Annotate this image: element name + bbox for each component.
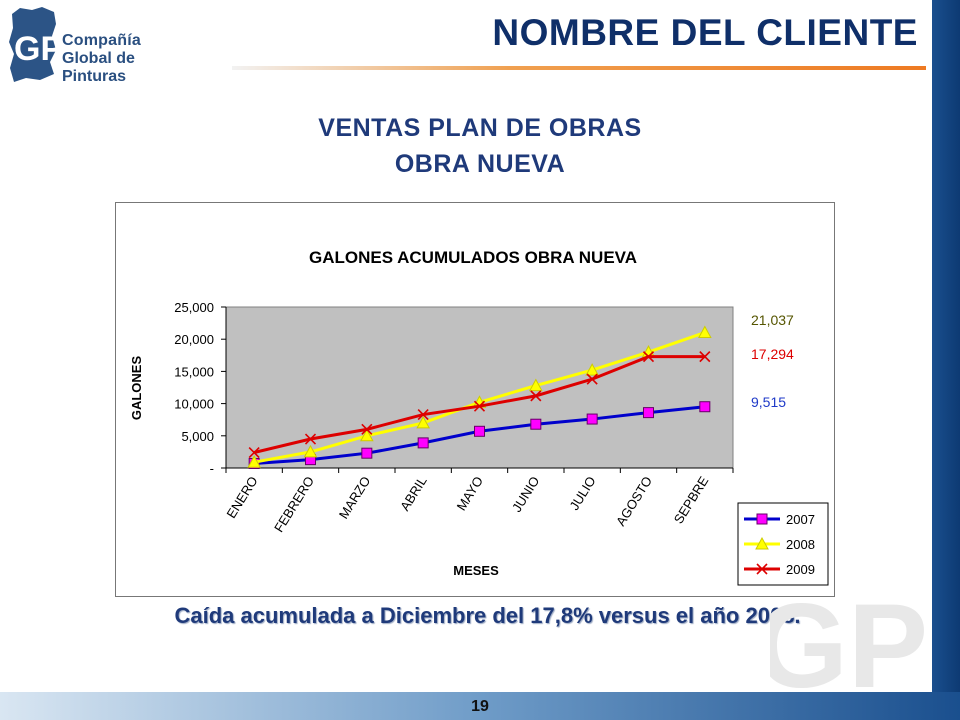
y-tick-label: 10,000 xyxy=(174,397,214,412)
y-axis: - 5,000 10,000 15,000 20,000 25,000 xyxy=(174,300,227,476)
point-2009 xyxy=(361,423,373,435)
point-2007 xyxy=(361,447,373,459)
x-marker-stroke xyxy=(361,423,373,435)
x-tick-label: SEPBRE xyxy=(671,473,712,526)
point-2009 xyxy=(473,400,486,412)
point-2008 xyxy=(247,455,262,468)
x-tick-label: ENERO xyxy=(223,474,260,521)
point-2008 xyxy=(585,363,600,376)
x-tick-label: ABRIL xyxy=(397,474,430,514)
x-marker-stroke xyxy=(756,563,768,575)
watermark-text: GP xyxy=(770,579,928,695)
point-2008 xyxy=(697,325,712,339)
logo-line1: Compañía xyxy=(62,32,141,49)
series-layer xyxy=(247,325,712,469)
logo-mark-text: GP xyxy=(14,30,63,68)
legend-marker-2007 xyxy=(756,513,768,525)
x-tick-label: AGOSTO xyxy=(613,474,655,529)
y-tick-label: 15,000 xyxy=(174,364,214,379)
y-tick-label: 5,000 xyxy=(181,429,214,444)
point-2009 xyxy=(530,390,542,402)
page-number: 19 xyxy=(471,698,489,715)
y-tick-label: - xyxy=(210,461,214,476)
point-2008 xyxy=(303,444,318,458)
plot-area xyxy=(225,306,734,469)
right-decor-band xyxy=(932,0,960,692)
x-tick-label: JUNIO xyxy=(509,474,542,515)
annotation-layer: 21,037 17,294 9,515 xyxy=(751,312,794,410)
x-marker-stroke xyxy=(248,446,260,459)
chart-title: GALONES ACUMULADOS OBRA NUEVA xyxy=(309,248,637,267)
point-2009 xyxy=(248,446,260,459)
legend-label-2008: 2008 xyxy=(786,537,815,552)
point-2007 xyxy=(643,407,654,419)
point-2008 xyxy=(528,378,543,392)
annotation-2009: 17,294 xyxy=(751,346,794,362)
annotation-2008: 21,037 xyxy=(751,312,794,328)
point-2007 xyxy=(417,437,429,449)
annotation-2007: 9,515 xyxy=(751,394,786,410)
x-tick-label: JULIO xyxy=(566,474,598,513)
legend-marker-2008 xyxy=(755,536,769,550)
point-2009 xyxy=(304,433,317,445)
x-marker-stroke xyxy=(699,351,711,363)
x-tick-label: MARZO xyxy=(336,474,374,522)
logo-map-icon: GP xyxy=(9,7,63,82)
point-2008 xyxy=(416,415,431,429)
chart-legend: 2007 2008 2009 xyxy=(737,502,829,586)
logo-line2: Global de Pinturas xyxy=(62,50,135,85)
legend-label-2009: 2009 xyxy=(786,562,815,577)
point-2007 xyxy=(474,425,485,437)
y-tick-label: 20,000 xyxy=(174,332,214,347)
x-marker-stroke xyxy=(473,400,486,412)
slide-caption: Caída acumulada a Diciembre del 17,8% ve… xyxy=(174,603,801,628)
x-tick-label: FEBRERO xyxy=(271,474,317,535)
x-axis: ENERO FEBRERO MARZO ABRIL MAYO JUNIO JULIO AGOS… xyxy=(223,467,734,535)
chart-container: GALONES ACUMULADOS OBRA NUEVA - 5,000 10,0… xyxy=(115,202,835,597)
client-title: NOMBRE DEL CLIENTE xyxy=(492,12,918,53)
point-2009 xyxy=(417,408,429,421)
point-2009 xyxy=(699,351,711,363)
x-axis-label: MESES xyxy=(453,563,499,578)
slide-title-line1: VENTAS PLAN DE OBRAS xyxy=(318,114,642,142)
y-axis-label: GALONES xyxy=(129,356,144,421)
x-marker-stroke xyxy=(586,373,598,385)
point-2008 xyxy=(359,428,374,442)
y-tick-label: 25,000 xyxy=(174,300,214,315)
x-tick-label: MAYO xyxy=(454,474,487,514)
x-marker-stroke xyxy=(642,351,655,363)
legend-label-2007: 2007 xyxy=(786,512,815,527)
bottom-decor-band xyxy=(0,692,960,720)
point-2009 xyxy=(642,351,655,363)
point-2007 xyxy=(699,401,711,413)
x-marker-stroke xyxy=(530,390,542,402)
line-chart: GALONES ACUMULADOS OBRA NUEVA - 5,000 10,0… xyxy=(129,248,829,586)
gp-watermark-icon: GP xyxy=(770,579,928,695)
point-2007 xyxy=(530,418,542,430)
title-divider xyxy=(232,66,926,70)
slide-title-line2: OBRA NUEVA xyxy=(394,150,566,178)
company-logo: GP Compañía Global de Pinturas xyxy=(6,4,196,85)
x-marker-stroke xyxy=(417,408,429,421)
legend-marker-2009 xyxy=(756,563,768,575)
point-2009 xyxy=(586,373,598,385)
x-marker-stroke xyxy=(304,433,317,445)
point-2007 xyxy=(586,413,598,425)
